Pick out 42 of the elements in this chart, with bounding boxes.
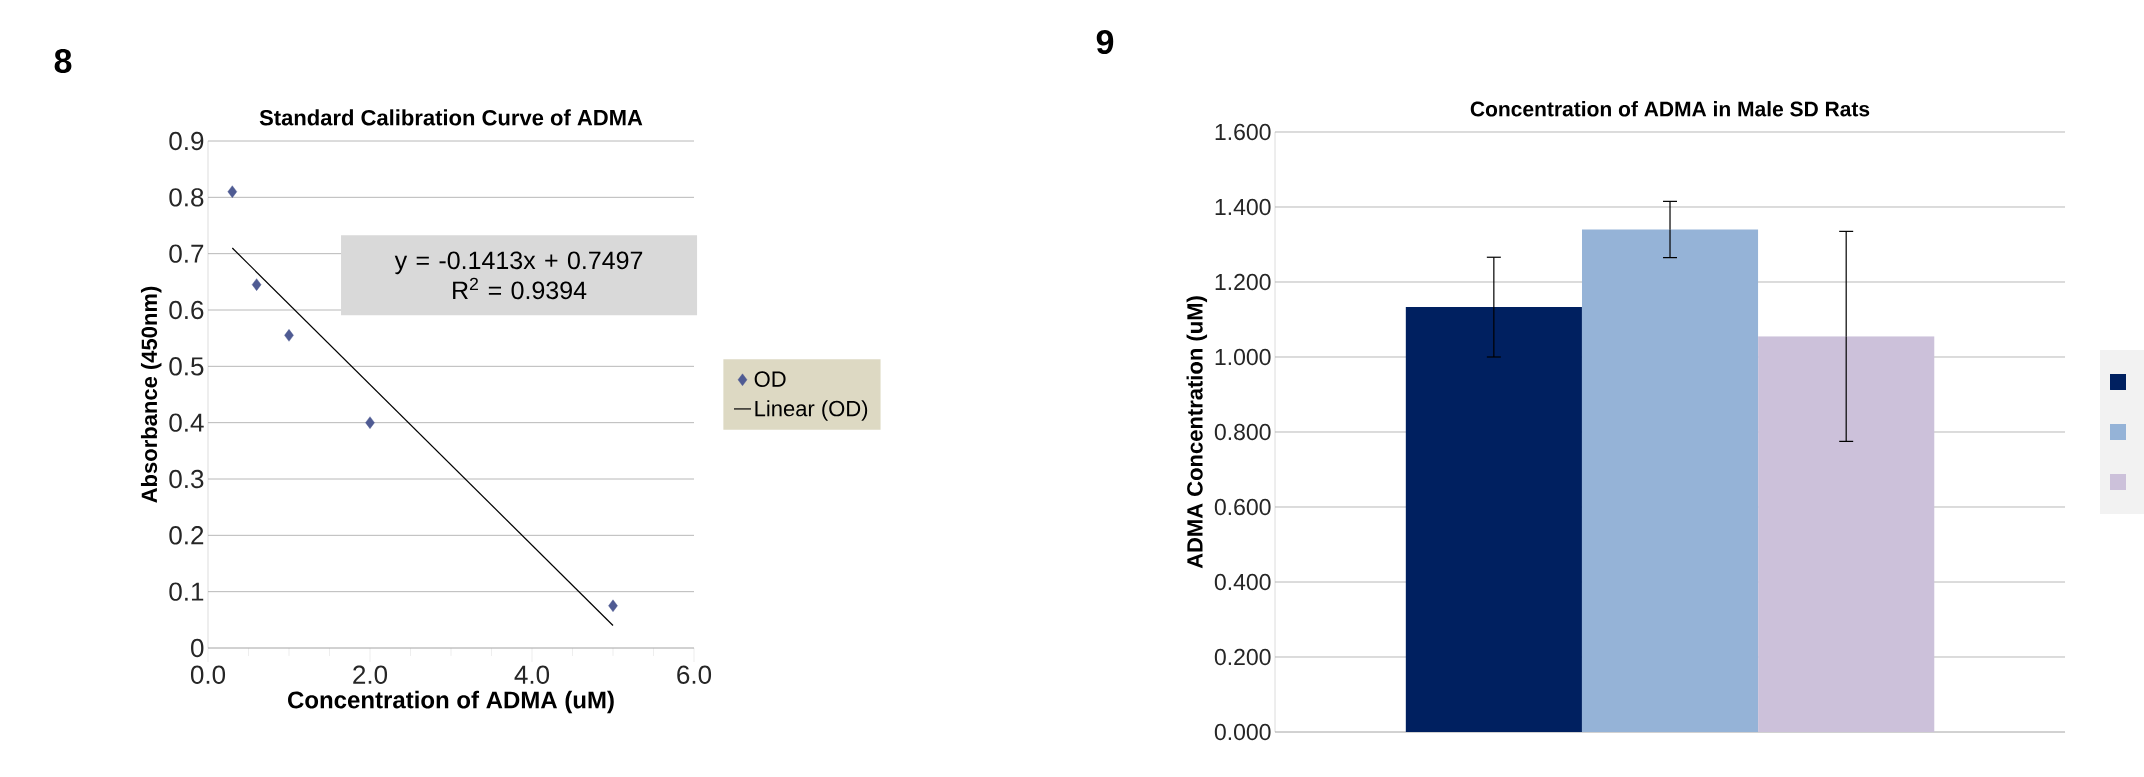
y-tick-label: 0.3	[169, 469, 204, 489]
chart-title: Concentration of ADMA in Male SD Rats	[1470, 101, 1870, 117]
x-tick-label: 2.0	[353, 665, 388, 684]
y-tick-label: 0.600	[1214, 498, 1271, 516]
y-tick-label: 0.4	[169, 413, 204, 432]
point	[227, 185, 238, 198]
y-axis-title: ADMA Concentration (uM)	[1186, 296, 1208, 569]
y-tick-label: 0.800	[1214, 423, 1271, 441]
y-tick-label: 0.2	[169, 526, 204, 545]
x-tick-label: 4.0	[514, 665, 550, 684]
y-tick-label: 1.600	[1215, 123, 1271, 141]
y-tick-label: 0.9	[169, 131, 204, 151]
annotation: y = -0.1413x + 0.7497	[394, 251, 643, 275]
bar	[1405, 307, 1582, 732]
y-tick-label: 1.400	[1215, 198, 1271, 216]
legend-label: OD	[754, 371, 786, 387]
y-tick-label: 1.000	[1215, 348, 1271, 366]
bar	[1581, 229, 1759, 732]
x-tick-label: 6.0	[677, 665, 712, 684]
y-tick-label: 0.7	[169, 244, 204, 263]
legend-label: Linear (OD)	[755, 400, 868, 421]
text: 9	[1096, 29, 1114, 55]
y-tick-label: 0.5	[169, 357, 204, 376]
y-tick-label: 0	[191, 638, 204, 658]
point	[608, 599, 618, 612]
x-tick-label: 0.0	[190, 665, 226, 684]
y-tick-label: 0.6	[169, 300, 204, 320]
chart-title: Standard Calibration Curve of ADMA	[259, 109, 643, 126]
y-tick-label: 0.200	[1214, 648, 1271, 666]
y-tick-label: 0.400	[1214, 573, 1271, 591]
y-tick-label: 0.000	[1214, 723, 1271, 741]
y-axis-title: Absorbance (450nm)	[140, 286, 162, 503]
point	[251, 278, 262, 291]
y-tick-label: 0.8	[169, 188, 204, 207]
point	[284, 329, 294, 342]
point	[365, 416, 375, 429]
annotation: R$^{2}$ = 0.9394	[453, 277, 587, 300]
bar	[1758, 336, 1935, 732]
text: 8	[54, 48, 72, 74]
x-axis-title: Concentration of ADMA (uM)	[288, 690, 614, 714]
y-tick-label: 1.200	[1215, 273, 1271, 291]
y-tick-label: 0.1	[169, 582, 204, 601]
